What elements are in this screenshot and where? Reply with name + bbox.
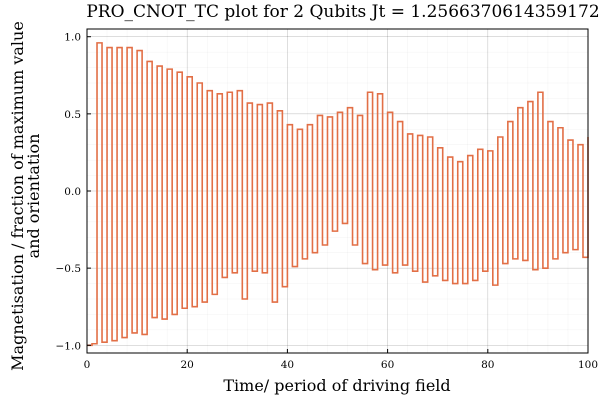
y-tick-label: 1.0	[64, 32, 81, 44]
y-tick-labels: −1.0 −0.5 0.0 0.5 1.0	[56, 32, 82, 353]
x-axis-label: Time/ period of driving field	[223, 376, 450, 395]
y-tick-label: 0.0	[64, 186, 81, 198]
y-tick-label: −1.0	[56, 340, 82, 352]
x-tick-label: 60	[381, 359, 394, 371]
series-layer	[87, 42, 589, 347]
y-tick-label: −0.5	[56, 263, 82, 275]
y-axis-label-line-2: and orientation	[24, 134, 43, 259]
y-tick-label: 0.5	[64, 109, 81, 121]
x-tick-label: 100	[578, 359, 598, 371]
x-tick-label: 80	[481, 359, 494, 371]
x-tick-labels: 0 20 40 60 80 100	[84, 359, 598, 371]
x-tick-label: 40	[281, 359, 294, 371]
series-line	[87, 42, 589, 347]
x-tick-label: 20	[181, 359, 194, 371]
y-axis-label-line-1: Magnetisation / fraction of maximum valu…	[8, 21, 27, 371]
ticks	[86, 36, 589, 353]
y-axis-label: Magnetisation / fraction of maximum valu…	[8, 21, 43, 371]
chart-title: PRO_CNOT_TC plot for 2 Qubits Jt = 1.256…	[86, 2, 599, 22]
x-tick-label: 0	[84, 359, 91, 371]
